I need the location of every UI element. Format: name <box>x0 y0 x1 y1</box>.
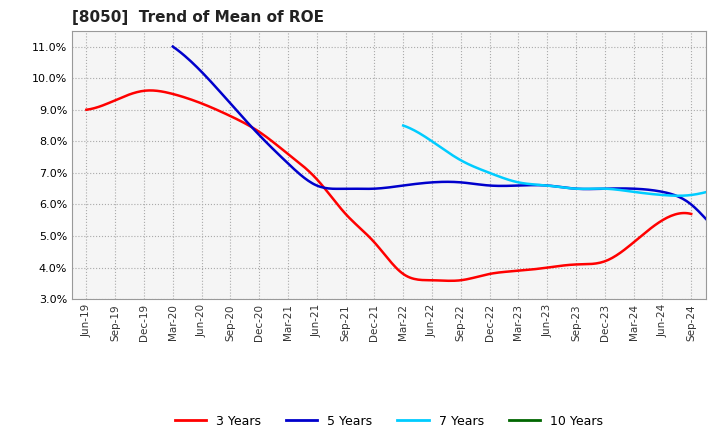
Line: 7 Years: 7 Years <box>403 125 720 196</box>
5 Years <box>528 183 537 188</box>
7 Years <box>605 186 613 191</box>
7 Years <box>691 192 700 197</box>
7 Years <box>399 123 408 128</box>
3 Years <box>442 278 451 283</box>
5 Years <box>171 45 179 51</box>
Line: 3 Years: 3 Years <box>86 91 691 281</box>
3 Years <box>596 260 605 265</box>
3 Years <box>456 278 465 283</box>
3 Years <box>687 211 696 216</box>
7 Years <box>400 123 409 128</box>
5 Years <box>539 183 547 188</box>
3 Years <box>446 278 455 283</box>
7 Years <box>674 193 683 198</box>
3 Years <box>147 88 156 93</box>
5 Years <box>716 231 720 236</box>
5 Years <box>168 44 177 49</box>
7 Years <box>714 187 720 192</box>
Line: 5 Years: 5 Years <box>173 47 720 246</box>
5 Years <box>526 183 535 188</box>
7 Years <box>603 186 612 191</box>
7 Years <box>611 187 619 192</box>
3 Years <box>444 278 453 283</box>
Text: [8050]  Trend of Mean of ROE: [8050] Trend of Mean of ROE <box>72 11 324 26</box>
3 Years <box>84 107 93 112</box>
3 Years <box>82 107 91 112</box>
Legend: 3 Years, 5 Years, 7 Years, 10 Years: 3 Years, 5 Years, 7 Years, 10 Years <box>170 410 608 433</box>
3 Years <box>634 235 643 241</box>
5 Years <box>678 196 687 201</box>
